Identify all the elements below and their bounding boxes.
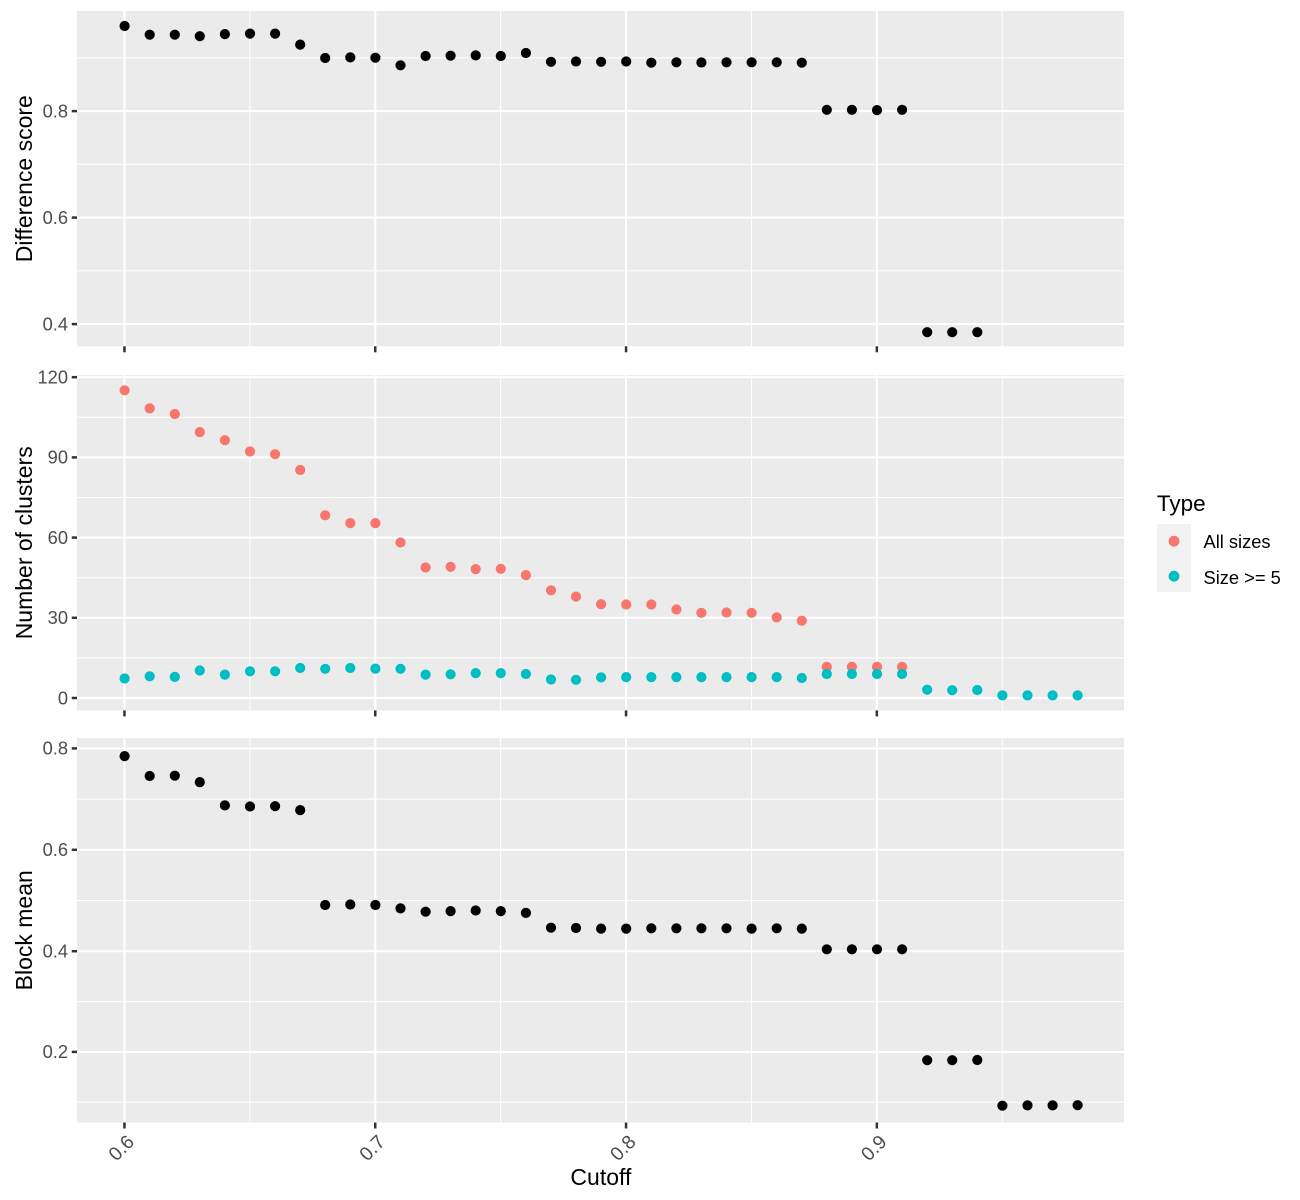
svg-text:0.2: 0.2 <box>43 1041 68 1062</box>
svg-text:Cutoff: Cutoff <box>570 1164 632 1190</box>
svg-text:Block mean: Block mean <box>11 870 37 990</box>
svg-text:Number of clusters: Number of clusters <box>11 446 37 639</box>
svg-text:0.6: 0.6 <box>43 839 68 860</box>
svg-text:90: 90 <box>48 447 68 468</box>
svg-text:30: 30 <box>48 607 68 628</box>
svg-text:0.4: 0.4 <box>43 313 68 334</box>
svg-text:0.6: 0.6 <box>43 207 68 228</box>
svg-text:Difference score: Difference score <box>11 95 37 262</box>
svg-text:All sizes: All sizes <box>1204 531 1271 552</box>
svg-text:0.4: 0.4 <box>43 941 68 962</box>
svg-text:60: 60 <box>48 527 68 548</box>
svg-text:Size >= 5: Size >= 5 <box>1204 567 1281 588</box>
svg-text:0.8: 0.8 <box>43 738 68 759</box>
svg-text:Type: Type <box>1157 491 1206 516</box>
svg-text:0.8: 0.8 <box>43 100 68 121</box>
svg-text:0: 0 <box>58 687 68 708</box>
svg-text:120: 120 <box>37 367 68 388</box>
